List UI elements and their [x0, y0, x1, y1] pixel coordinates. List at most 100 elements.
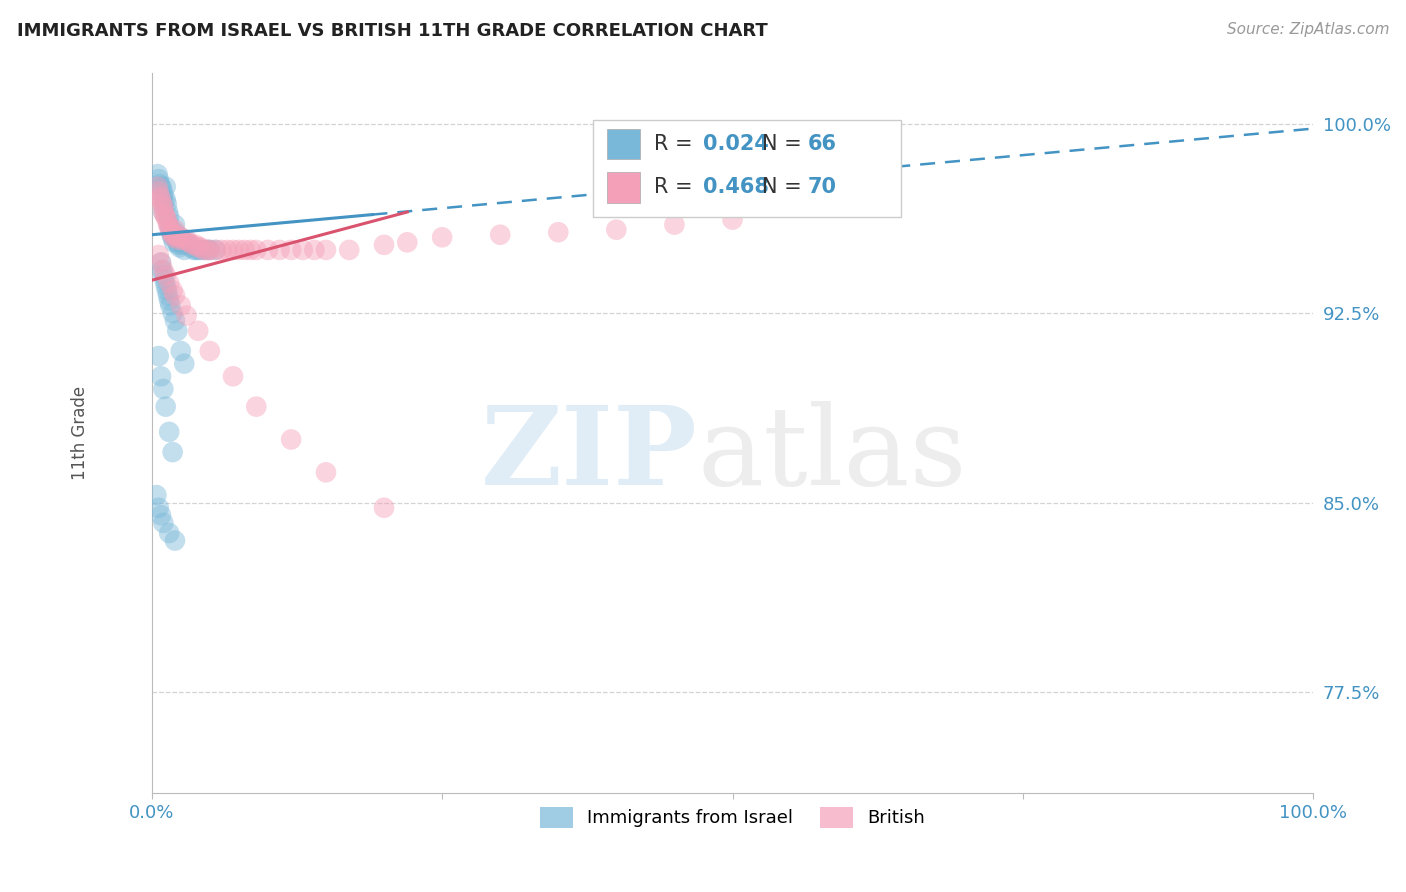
Point [150, 263, 173, 277]
Point [152, 192, 174, 206]
Point [222, 243, 245, 257]
Point [257, 243, 280, 257]
Point [148, 172, 170, 186]
Point [152, 263, 174, 277]
Point [180, 240, 202, 254]
Point [159, 223, 181, 237]
Point [149, 190, 172, 204]
Point [315, 466, 337, 480]
Point [150, 255, 173, 269]
Text: atlas: atlas [697, 401, 967, 508]
Text: Source: ZipAtlas.com: Source: ZipAtlas.com [1226, 22, 1389, 37]
Point [184, 238, 207, 252]
Point [170, 344, 193, 359]
Point [269, 243, 291, 257]
Point [150, 192, 173, 206]
Point [160, 225, 183, 239]
Point [150, 508, 173, 523]
Point [153, 208, 176, 222]
Point [153, 273, 176, 287]
Text: 0.468: 0.468 [703, 177, 769, 197]
Point [163, 230, 186, 244]
Point [156, 205, 179, 219]
Point [157, 210, 180, 224]
Point [547, 225, 569, 239]
FancyBboxPatch shape [593, 120, 901, 217]
Point [204, 243, 226, 257]
Point [198, 344, 221, 359]
Point [155, 179, 177, 194]
Point [162, 227, 184, 242]
Point [163, 314, 186, 328]
Point [184, 243, 207, 257]
Point [163, 225, 186, 239]
Point [163, 288, 186, 302]
Point [152, 382, 174, 396]
Point [177, 235, 200, 250]
Point [187, 240, 209, 254]
Point [170, 299, 193, 313]
Point [167, 233, 190, 247]
Point [146, 179, 169, 194]
Point [148, 349, 170, 363]
Point [150, 369, 173, 384]
Point [170, 230, 193, 244]
Point [145, 488, 167, 502]
Point [222, 369, 245, 384]
Point [156, 197, 179, 211]
Point [176, 309, 198, 323]
Point [228, 243, 250, 257]
Legend: Immigrants from Israel, British: Immigrants from Israel, British [533, 799, 932, 835]
Text: IMMIGRANTS FROM ISRAEL VS BRITISH 11TH GRADE CORRELATION CHART: IMMIGRANTS FROM ISRAEL VS BRITISH 11TH G… [17, 22, 768, 40]
Point [664, 218, 686, 232]
Point [155, 192, 177, 206]
Point [198, 243, 221, 257]
Point [167, 238, 190, 252]
Bar [607, 129, 640, 160]
Text: 0.024: 0.024 [703, 134, 769, 153]
Point [605, 223, 627, 237]
Point [169, 240, 191, 254]
Point [489, 227, 512, 242]
Point [152, 205, 174, 219]
Point [173, 243, 195, 257]
Point [165, 227, 187, 242]
Y-axis label: 11th Grade: 11th Grade [72, 386, 89, 480]
Point [157, 276, 180, 290]
Point [193, 243, 215, 257]
Point [396, 235, 419, 250]
Point [172, 238, 194, 252]
Point [373, 238, 395, 252]
Point [156, 218, 179, 232]
Point [198, 243, 221, 257]
Point [721, 212, 744, 227]
Point [193, 243, 215, 257]
Point [157, 526, 180, 541]
Point [157, 293, 180, 308]
Point [166, 324, 188, 338]
Point [315, 243, 337, 257]
Point [170, 235, 193, 250]
Point [150, 197, 173, 211]
Point [155, 278, 177, 293]
Point [163, 218, 186, 232]
Point [177, 238, 200, 252]
Point [176, 233, 198, 247]
Point [156, 212, 179, 227]
Point [209, 243, 232, 257]
Point [159, 299, 181, 313]
Point [163, 223, 186, 237]
Point [204, 243, 226, 257]
Point [181, 238, 204, 252]
Point [173, 357, 195, 371]
Point [163, 533, 186, 548]
Point [150, 179, 173, 194]
Point [157, 425, 180, 439]
Point [149, 177, 172, 191]
Point [155, 400, 177, 414]
Text: 70: 70 [808, 177, 837, 197]
Text: ZIP: ZIP [481, 401, 697, 508]
Point [152, 516, 174, 530]
Point [155, 268, 177, 283]
Point [304, 243, 326, 257]
